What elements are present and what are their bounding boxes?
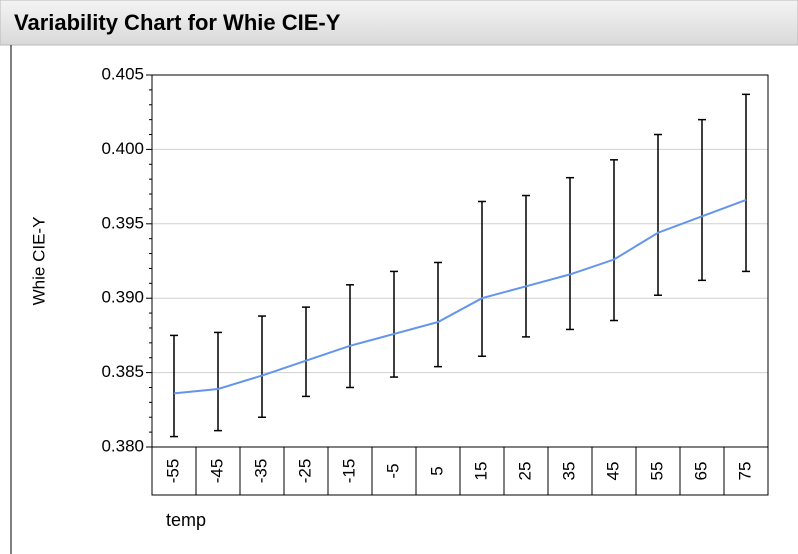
x-tick-label: -45 (207, 459, 226, 484)
x-tick-label: 5 (427, 466, 446, 475)
x-tick-label: 65 (691, 462, 710, 481)
x-tick-label: -15 (339, 459, 358, 484)
x-axis-label: temp (166, 510, 206, 530)
x-tick-label: 15 (471, 462, 490, 481)
y-axis-label: Whie CIE-Y (29, 217, 48, 306)
x-tick-label: -5 (383, 463, 402, 478)
plot-frame (151, 74, 769, 448)
chart-title: Variability Chart for Whie CIE-Y (14, 10, 341, 35)
y-tick-label: 0.380 (101, 436, 144, 455)
x-category-box (723, 446, 769, 496)
x-tick-label: 35 (559, 462, 578, 481)
y-tick-label: 0.400 (101, 139, 144, 158)
x-tick-label: 75 (735, 462, 754, 481)
y-tick-label: 0.405 (101, 64, 144, 83)
x-tick-label: 55 (647, 462, 666, 481)
title-bar (0, 0, 798, 46)
x-tick-label: 25 (515, 462, 534, 481)
y-tick-label: 0.395 (101, 213, 144, 232)
y-tick-label: 0.385 (101, 362, 144, 381)
x-tick-label: 45 (603, 462, 622, 481)
x-tick-label: -55 (163, 459, 182, 484)
y-tick-label: 0.390 (101, 288, 144, 307)
x-tick-label: -35 (251, 459, 270, 484)
x-tick-label: -25 (295, 459, 314, 484)
mean-line (173, 199, 747, 395)
